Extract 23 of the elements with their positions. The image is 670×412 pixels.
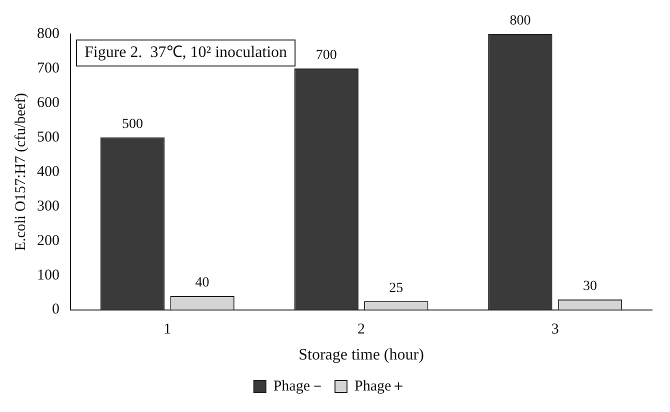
y-tick-label: 300 <box>37 198 60 214</box>
y-tick-label: 100 <box>37 267 60 284</box>
x-axis-title: Storage time (hour) <box>298 346 424 364</box>
y-tick-label: 0 <box>52 302 60 318</box>
x-tick-label: 2 <box>358 322 365 338</box>
data-label: 500 <box>122 117 144 132</box>
data-label: 700 <box>316 48 337 64</box>
x-tick-label: 3 <box>551 322 559 338</box>
legend-label: Phage＋ <box>354 378 406 394</box>
data-label: 25 <box>389 280 404 296</box>
x-tick-label: 1 <box>164 322 172 338</box>
y-tick-label: 200 <box>37 232 60 249</box>
y-tick-label: 600 <box>37 94 60 111</box>
data-label: 30 <box>582 279 597 294</box>
y-tick-label: 500 <box>37 129 60 146</box>
y-tick-label: 400 <box>37 164 60 180</box>
y-tick-label: 800 <box>37 26 60 42</box>
y-tick-label: 700 <box>37 60 60 76</box>
data-label: 40 <box>195 276 210 291</box>
data-label: 800 <box>510 14 531 29</box>
text: Figure 2. 37℃, 10² inoculation <box>84 44 288 62</box>
y-axis-title: E.coli O157:H7 (cfu/beef) <box>12 92 29 251</box>
legend-label: Phage－ <box>273 378 326 394</box>
